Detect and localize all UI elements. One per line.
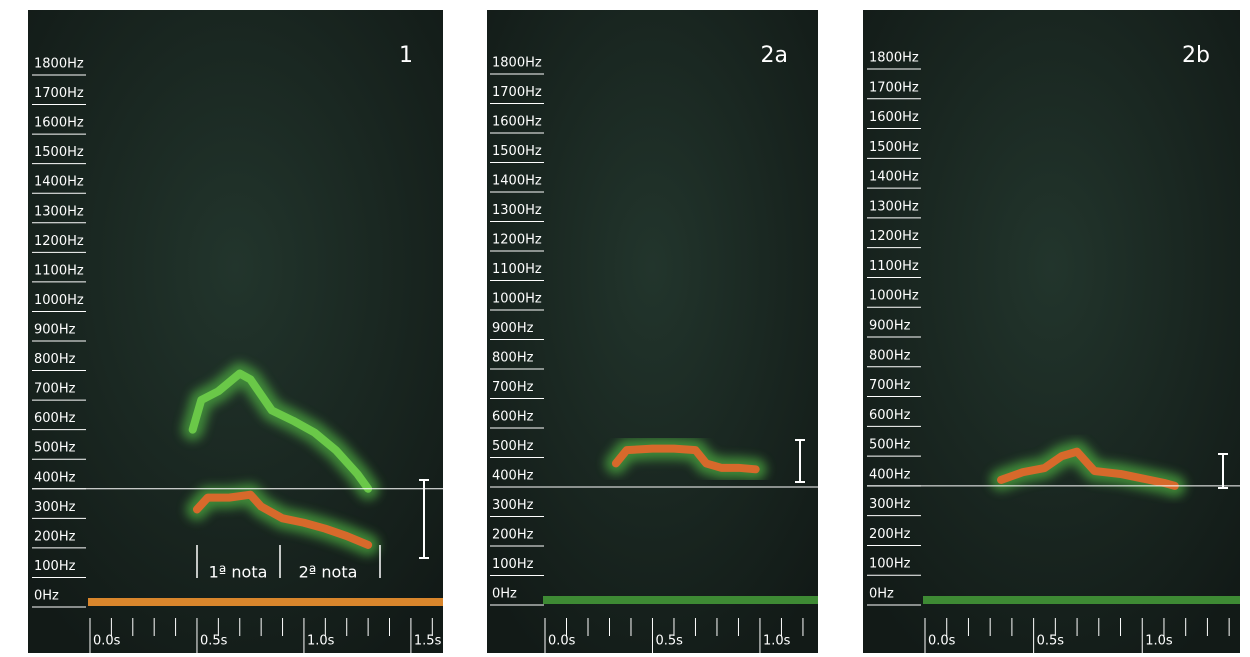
note-label: 1ª nota — [209, 563, 268, 582]
y-tick-label: 600Hz — [492, 410, 534, 425]
y-tick-label: 1500Hz — [34, 145, 84, 160]
panel-title: 1 — [399, 43, 413, 68]
y-tick-label: 300Hz — [869, 497, 911, 512]
x-tick-label: 0.0s — [548, 634, 576, 649]
y-tick-label: 300Hz — [34, 500, 76, 515]
y-tick-label: 0Hz — [869, 587, 894, 602]
y-tick-label: 700Hz — [492, 380, 534, 395]
y-tick-label: 400Hz — [34, 470, 76, 485]
y-tick-label: 300Hz — [492, 498, 534, 513]
baseline-band — [543, 596, 818, 604]
y-tick-label: 1700Hz — [492, 85, 542, 100]
x-tick-label: 0.0s — [928, 634, 956, 649]
y-tick-label: 200Hz — [34, 529, 76, 544]
note-label: 2ª nota — [299, 563, 358, 582]
x-tick-label: 1.0s — [1145, 634, 1173, 649]
y-tick-label: 1500Hz — [869, 140, 919, 155]
y-tick-label: 1800Hz — [492, 56, 542, 71]
baseline-band — [88, 598, 443, 606]
y-tick-label: 0Hz — [492, 587, 517, 602]
panel-title: 2a — [761, 43, 788, 68]
y-tick-label: 800Hz — [34, 352, 76, 367]
y-tick-label: 1100Hz — [492, 262, 542, 277]
y-tick-label: 1500Hz — [492, 144, 542, 159]
x-tick-label: 1.0s — [763, 634, 791, 649]
y-tick-label: 1000Hz — [869, 289, 919, 304]
panel-bg — [863, 10, 1240, 653]
y-tick-label: 1800Hz — [869, 51, 919, 66]
y-tick-label: 1300Hz — [869, 199, 919, 214]
y-tick-label: 900Hz — [34, 323, 76, 338]
y-tick-label: 1400Hz — [34, 175, 84, 190]
x-tick-label: 0.5s — [655, 634, 683, 649]
y-tick-label: 1300Hz — [34, 204, 84, 219]
y-tick-label: 100Hz — [34, 559, 76, 574]
y-tick-label: 800Hz — [869, 348, 911, 363]
x-tick-label: 1.5s — [414, 634, 442, 649]
y-tick-label: 600Hz — [869, 408, 911, 423]
y-tick-label: 1000Hz — [492, 292, 542, 307]
y-tick-label: 1700Hz — [869, 80, 919, 95]
y-tick-label: 1400Hz — [869, 170, 919, 185]
y-tick-label: 1100Hz — [869, 259, 919, 274]
y-tick-label: 200Hz — [492, 528, 534, 543]
y-tick-label: 1800Hz — [34, 57, 84, 72]
y-tick-label: 400Hz — [492, 469, 534, 484]
x-tick-label: 0.0s — [93, 634, 121, 649]
y-tick-label: 1200Hz — [869, 229, 919, 244]
y-tick-label: 1600Hz — [869, 110, 919, 125]
trace — [997, 447, 1179, 490]
y-tick-label: 200Hz — [869, 527, 911, 542]
y-tick-label: 1300Hz — [492, 203, 542, 218]
y-tick-label: 900Hz — [492, 321, 534, 336]
trace — [188, 369, 373, 493]
y-tick-label: 1400Hz — [492, 174, 542, 189]
panel-title: 2b — [1182, 43, 1210, 68]
baseline-band — [923, 596, 1240, 604]
y-tick-label: 900Hz — [869, 319, 911, 334]
y-tick-label: 1600Hz — [34, 116, 84, 131]
y-tick-label: 100Hz — [492, 557, 534, 572]
panel-bg — [487, 10, 818, 653]
trace — [611, 444, 760, 474]
trace — [192, 490, 373, 549]
y-tick-label: 500Hz — [492, 439, 534, 454]
y-tick-label: 400Hz — [869, 467, 911, 482]
y-tick-label: 500Hz — [869, 438, 911, 453]
y-tick-label: 1600Hz — [492, 115, 542, 130]
y-tick-label: 100Hz — [869, 557, 911, 572]
x-tick-label: 0.5s — [1037, 634, 1065, 649]
y-tick-label: 600Hz — [34, 411, 76, 426]
x-tick-label: 0.5s — [200, 634, 228, 649]
y-tick-label: 1200Hz — [34, 234, 84, 249]
y-tick-label: 800Hz — [492, 351, 534, 366]
y-tick-label: 1100Hz — [34, 263, 84, 278]
y-tick-label: 1200Hz — [492, 233, 542, 248]
y-tick-label: 0Hz — [34, 589, 59, 604]
y-tick-label: 500Hz — [34, 441, 76, 456]
y-tick-label: 1700Hz — [34, 86, 84, 101]
y-tick-label: 700Hz — [869, 378, 911, 393]
y-tick-label: 1000Hz — [34, 293, 84, 308]
y-tick-label: 700Hz — [34, 382, 76, 397]
x-tick-label: 1.0s — [307, 634, 335, 649]
